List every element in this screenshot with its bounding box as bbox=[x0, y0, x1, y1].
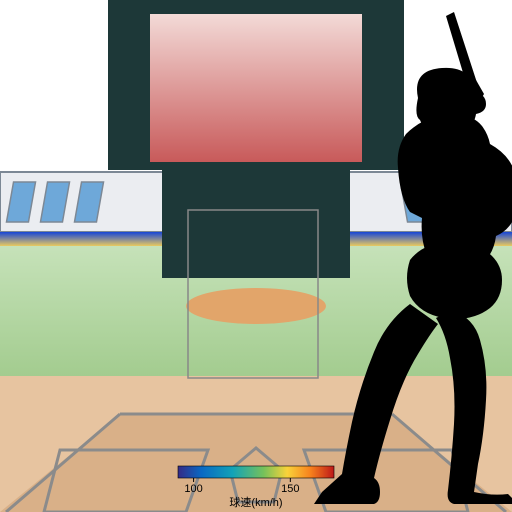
svg-text:150: 150 bbox=[281, 483, 299, 495]
legend-label: 球速(km/h) bbox=[229, 495, 282, 509]
pitchers-mound bbox=[186, 288, 326, 324]
svg-text:100: 100 bbox=[184, 483, 202, 495]
pitch-location-diagram: 100 150 球速(km/h) bbox=[0, 0, 512, 512]
